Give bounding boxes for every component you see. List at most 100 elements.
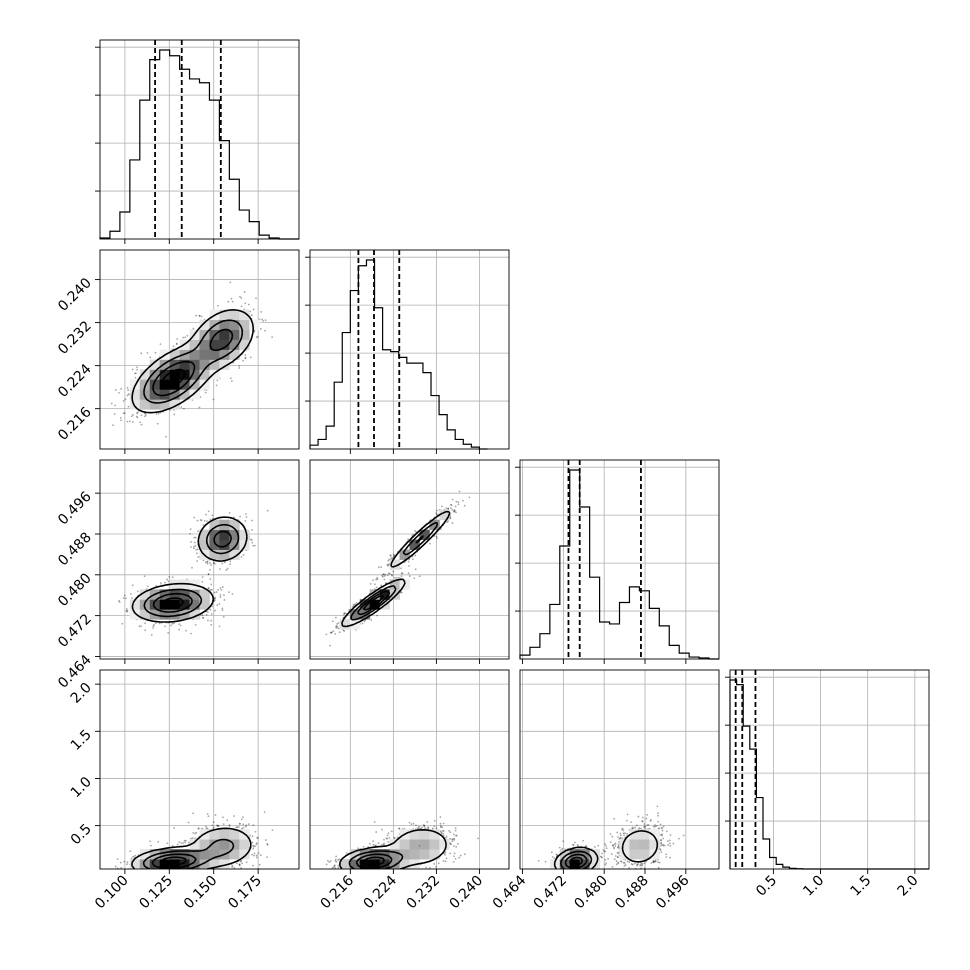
sample-point (244, 354, 247, 357)
sample-point (408, 565, 410, 567)
sample-point (186, 874, 188, 876)
sample-point (616, 851, 619, 854)
density-cell (189, 849, 200, 860)
sample-point (136, 412, 138, 414)
sample-point (338, 631, 341, 634)
sample-point (214, 814, 217, 816)
sample-point (171, 844, 174, 847)
sample-point (660, 839, 662, 842)
sample-point (198, 871, 200, 873)
sample-point (589, 870, 591, 872)
sample-point (418, 575, 421, 578)
sample-point (209, 568, 211, 571)
sample-point (444, 851, 447, 854)
sample-point (212, 562, 215, 565)
sample-point (236, 826, 239, 828)
sample-point (449, 852, 452, 855)
sample-point (633, 862, 636, 865)
sample-point (389, 554, 392, 556)
sample-point (249, 310, 252, 313)
sample-point (204, 391, 207, 394)
density-cell (209, 549, 220, 560)
sample-point (450, 504, 453, 507)
sample-point (266, 509, 269, 512)
sample-point (628, 861, 631, 864)
sample-point (238, 364, 241, 367)
sample-point (135, 415, 138, 418)
sample-point (253, 329, 256, 332)
sample-point (361, 622, 364, 625)
sample-point (112, 424, 114, 427)
density-cell (139, 609, 151, 620)
sample-point (262, 319, 265, 322)
sample-point (343, 630, 346, 632)
x-tick-label: 0.232 (404, 873, 444, 913)
density-cell (199, 849, 210, 860)
sample-point (454, 829, 457, 832)
sample-point (113, 413, 116, 415)
sample-point (405, 874, 407, 876)
sample-point (330, 631, 333, 634)
sample-point (445, 507, 448, 510)
sample-point (445, 857, 448, 860)
sample-point (366, 875, 368, 877)
sample-point (659, 849, 662, 851)
sample-point (622, 832, 625, 835)
axis-frame (99, 669, 300, 870)
sample-point (258, 863, 261, 866)
sample-point (444, 860, 447, 863)
density-cell (169, 859, 180, 869)
density-cell (169, 399, 180, 410)
sample-point (650, 818, 652, 821)
x-tick-label: 0.240 (447, 873, 487, 913)
sample-point (605, 847, 608, 850)
sample-point (570, 877, 572, 879)
contour-line (131, 516, 248, 623)
sample-point (242, 554, 245, 556)
density-cell (239, 849, 250, 860)
sample-point (669, 844, 672, 847)
sample-point (548, 870, 550, 872)
sample-point (245, 824, 248, 827)
density-cell (639, 839, 650, 850)
sample-point (238, 864, 241, 867)
sample-point (238, 823, 241, 825)
sample-point (334, 858, 337, 861)
sample-point (120, 866, 123, 869)
density-cell (129, 599, 141, 610)
sample-point (257, 852, 260, 855)
density-cell (379, 859, 390, 869)
sample-point (240, 297, 243, 299)
density-cell (369, 859, 381, 869)
sample-point (661, 827, 664, 830)
sample-point (205, 827, 208, 830)
sample-point (263, 811, 266, 813)
sample-point (136, 366, 138, 369)
sample-point (195, 831, 198, 834)
sample-point (468, 496, 471, 499)
sample-point (652, 860, 655, 863)
sample-point (228, 511, 231, 514)
sample-point (211, 605, 213, 608)
x-tick-label: 0.150 (181, 873, 221, 913)
density-cell (149, 389, 161, 400)
axis-frame (99, 39, 300, 240)
sample-point (193, 541, 196, 544)
density-cell (589, 859, 600, 869)
sample-point (592, 870, 594, 872)
sample-point (615, 872, 617, 874)
sample-point (392, 570, 395, 573)
sample-point (154, 622, 157, 625)
sample-point (251, 841, 254, 844)
sample-point (617, 836, 619, 838)
sample-point (223, 594, 225, 597)
sample-point (658, 861, 661, 864)
sample-point (613, 817, 616, 820)
sample-point (620, 860, 623, 863)
sample-point (251, 541, 254, 544)
y-tick-label: 0.496 (55, 489, 95, 529)
sample-point (600, 856, 603, 859)
sample-point (601, 852, 603, 855)
sample-point (639, 864, 642, 867)
sample-point (426, 821, 429, 823)
